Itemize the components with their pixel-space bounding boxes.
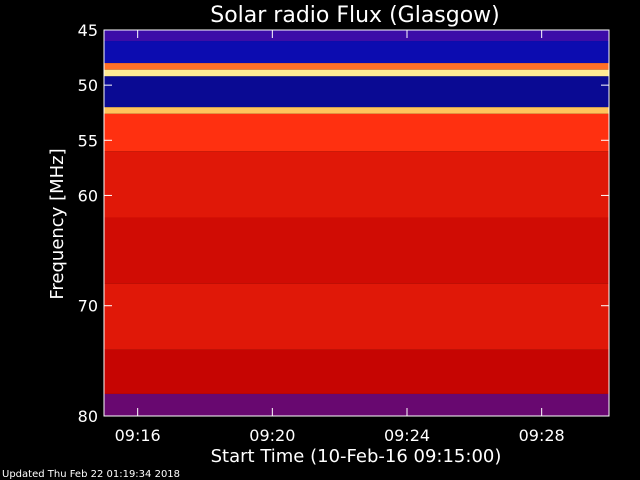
x-tick-label: 09:16 — [115, 426, 161, 445]
plot-area — [103, 29, 610, 417]
y-tick-label: 50 — [78, 76, 98, 95]
spectrogram-band — [104, 63, 609, 70]
y-tick-label: 70 — [78, 297, 98, 316]
y-tick-label: 80 — [78, 407, 98, 426]
updated-timestamp: Updated Thu Feb 22 01:19:34 2018 — [2, 469, 181, 480]
spectrogram-band — [104, 107, 609, 114]
y-axis-label: Frequency [MHz] — [47, 148, 68, 299]
chart-title: Solar radio Flux (Glasgow) — [210, 3, 500, 28]
y-tick-label: 60 — [78, 186, 98, 205]
spectrogram-band — [104, 217, 609, 284]
spectrogram-band — [104, 30, 609, 42]
plot-frame — [103, 29, 610, 417]
spectrogram-band — [104, 69, 609, 77]
y-tick-label: 55 — [78, 131, 98, 150]
spectrogram-band — [104, 41, 609, 64]
x-axis: 09:16 09:20 09:24 09:28 — [115, 30, 565, 445]
spectrogram-band — [104, 113, 609, 152]
spectrogram-band — [104, 349, 609, 394]
x-axis-label: Start Time (10-Feb-16 09:15:00) — [211, 446, 502, 467]
spectrogram-band — [104, 76, 609, 108]
x-tick-label: 09:28 — [519, 426, 565, 445]
spectrogram-band — [104, 283, 609, 350]
x-tick-label: 09:24 — [384, 426, 430, 445]
spectrogram-band — [104, 151, 609, 218]
y-tick-label: 45 — [78, 21, 98, 40]
y-axis: 45 50 55 60 70 80 — [78, 21, 609, 426]
x-tick-label: 09:20 — [249, 426, 295, 445]
spectrogram-band — [104, 393, 609, 416]
